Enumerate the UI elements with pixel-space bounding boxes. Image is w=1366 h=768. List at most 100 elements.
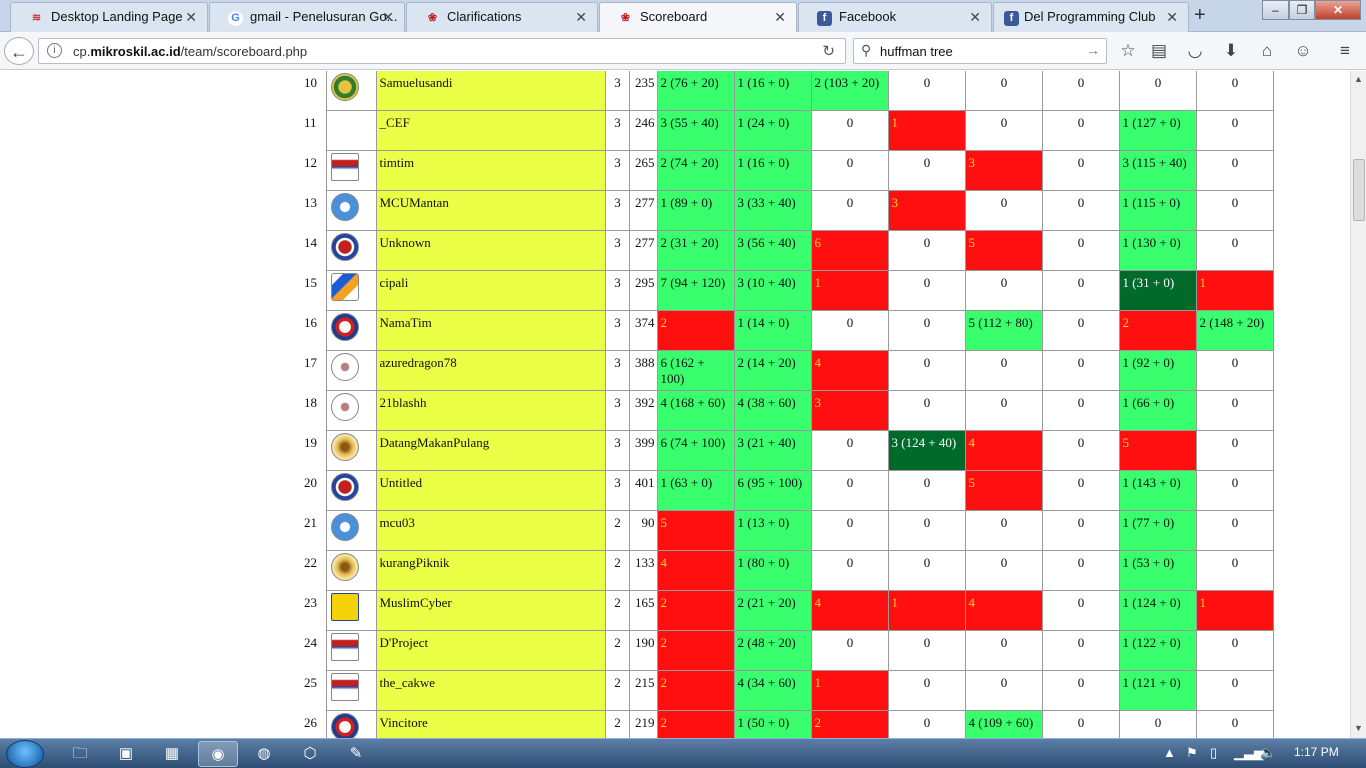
- tab-desktop-landing-page[interactable]: ≋ Desktop Landing Page ✕: [10, 2, 208, 32]
- search-input[interactable]: ⚲ huffman tree →: [853, 38, 1107, 64]
- home-icon[interactable]: ⌂: [1261, 41, 1273, 60]
- problem-cell: 5: [1118, 430, 1197, 471]
- team-name[interactable]: Vincitore: [375, 710, 606, 738]
- new-tab-button[interactable]: +: [1194, 4, 1206, 26]
- hello-icon[interactable]: ☺: [1294, 41, 1312, 60]
- bookmark-star-icon[interactable]: ☆: [1120, 41, 1136, 60]
- team-name[interactable]: MuslimCyber: [375, 590, 606, 631]
- team-name[interactable]: Untitled: [375, 470, 606, 511]
- logo-cell: [325, 190, 377, 231]
- restore-button[interactable]: ❐: [1289, 0, 1315, 20]
- problem-cell: 0: [810, 550, 889, 591]
- problem-cell: 2: [656, 710, 735, 738]
- tab-scoreboard[interactable]: ❀ Scoreboard ✕: [599, 2, 797, 33]
- problem-cell: 1: [810, 270, 889, 311]
- tab-del-programming-club[interactable]: f Del Programming Club ✕: [993, 2, 1189, 32]
- problem-cell: 1 (14 + 0): [733, 310, 812, 351]
- penalty-time: 246: [628, 110, 658, 151]
- volume-icon[interactable]: 🔈: [1260, 745, 1277, 760]
- close-icon[interactable]: ✕: [382, 9, 394, 25]
- problem-cell: 1 (16 + 0): [733, 150, 812, 191]
- scrollbar[interactable]: ▲ ▼: [1350, 71, 1366, 738]
- tab-facebook[interactable]: f Facebook ✕: [798, 2, 992, 32]
- info-icon[interactable]: i: [47, 43, 62, 58]
- solved-count: 3: [604, 390, 630, 431]
- logo-cell: [325, 71, 377, 111]
- close-icon[interactable]: ✕: [575, 9, 587, 25]
- device-icon[interactable]: ▯: [1210, 745, 1218, 760]
- start-button[interactable]: [6, 740, 44, 768]
- problem-cell: 1 (115 + 0): [1118, 190, 1197, 231]
- search-go-icon[interactable]: →: [1086, 42, 1100, 58]
- problem-cell: 0: [1118, 71, 1197, 111]
- tab-clarifications[interactable]: ❀ Clarifications ✕: [406, 2, 598, 32]
- solved-count: 3: [604, 270, 630, 311]
- chrome-icon[interactable]: ◍: [257, 745, 271, 762]
- table-row: 18 21blashh 3 392 4 (168 + 60) 4 (38 + 60) 3 0 0…: [298, 390, 1274, 431]
- close-icon[interactable]: ✕: [969, 9, 981, 25]
- reading-list-icon[interactable]: ▤: [1150, 41, 1168, 60]
- team-name[interactable]: NamaTim: [375, 310, 606, 351]
- menu-icon[interactable]: ≡: [1340, 41, 1350, 60]
- rank-cell: 26: [304, 714, 317, 730]
- close-icon[interactable]: ✕: [774, 9, 786, 25]
- team-name[interactable]: D'Project: [375, 630, 606, 671]
- problem-cell: 0: [887, 350, 966, 391]
- team-name[interactable]: timtim: [375, 150, 606, 191]
- team-name[interactable]: 21blashh: [375, 390, 606, 431]
- problem-cell: 4 (168 + 60): [656, 390, 735, 431]
- table-row: 17 azuredragon78 3 388 6 (162 + 100) 2 (14 + …: [298, 350, 1274, 391]
- team-name[interactable]: kurangPiknik: [375, 550, 606, 591]
- paint-icon[interactable]: ✎: [349, 745, 363, 762]
- url-bar[interactable]: i cp.mikroskil.ac.id/team/scoreboard.php…: [38, 38, 846, 64]
- logo-cell: [325, 230, 377, 271]
- problem-cell: 1 (143 + 0): [1118, 470, 1197, 511]
- logo-cell: [325, 550, 377, 591]
- scrollbar-thumb[interactable]: [1353, 159, 1365, 221]
- problem-cell: 0: [810, 510, 889, 551]
- problem-cell: 6 (74 + 100): [656, 430, 735, 471]
- solved-count: 3: [604, 190, 630, 231]
- team-name[interactable]: Unknown: [375, 230, 606, 271]
- explorer-icon[interactable]: 🗀: [72, 745, 88, 762]
- team-name[interactable]: MCUMantan: [375, 190, 606, 231]
- problem-cell: 0: [810, 630, 889, 671]
- problem-cell: 2 (21 + 20): [733, 590, 812, 631]
- close-icon[interactable]: ✕: [185, 9, 197, 25]
- app-icon[interactable]: ▣: [118, 745, 134, 762]
- problem-cell: 0: [964, 270, 1043, 311]
- close-window-button[interactable]: ✕: [1315, 0, 1361, 20]
- clock[interactable]: 1:17 PM: [1294, 745, 1339, 759]
- close-icon[interactable]: ✕: [1166, 9, 1178, 25]
- back-button[interactable]: ←: [4, 37, 34, 65]
- network-icon[interactable]: ▁▃▅: [1234, 745, 1264, 760]
- download-icon[interactable]: ⬇: [1223, 41, 1239, 60]
- firefox-icon[interactable]: ◉: [198, 741, 238, 767]
- show-hidden-icon[interactable]: ▲: [1163, 745, 1176, 760]
- action-center-icon[interactable]: ⚑: [1186, 745, 1198, 760]
- tab-gmail[interactable]: G gmail - Penelusuran Go... ✕: [209, 2, 405, 32]
- scroll-up-icon[interactable]: ▲: [1354, 74, 1363, 84]
- problem-cell: 0: [1041, 710, 1120, 738]
- reload-icon[interactable]: ↻: [822, 43, 835, 60]
- team-name[interactable]: the_cakwe: [375, 670, 606, 711]
- rank-cell: 15: [304, 274, 317, 290]
- problem-cell: 1 (50 + 0): [733, 710, 812, 738]
- problem-cell: 0: [1195, 550, 1274, 591]
- stmik-mikroskil-logo: [330, 633, 359, 661]
- scroll-down-icon[interactable]: ▼: [1354, 723, 1363, 733]
- team-name[interactable]: cipali: [375, 270, 606, 311]
- team-name[interactable]: mcu03: [375, 510, 606, 551]
- problem-cell: 0: [887, 470, 966, 511]
- tab-title: Scoreboard: [640, 9, 708, 24]
- pocket-icon[interactable]: ◡: [1187, 41, 1203, 60]
- problem-cell: 1 (121 + 0): [1118, 670, 1197, 711]
- virtualbox-icon[interactable]: ⬡: [303, 745, 317, 762]
- navigation-bar: ← i cp.mikroskil.ac.id/team/scoreboard.p…: [0, 32, 1366, 70]
- team-name[interactable]: _CEF: [375, 110, 606, 151]
- media-icon[interactable]: ▦: [164, 745, 180, 762]
- minimize-button[interactable]: ‒: [1262, 0, 1289, 20]
- team-name[interactable]: Samuelusandi: [375, 71, 606, 111]
- team-name[interactable]: azuredragon78: [375, 350, 606, 391]
- team-name[interactable]: DatangMakanPulang: [375, 430, 606, 471]
